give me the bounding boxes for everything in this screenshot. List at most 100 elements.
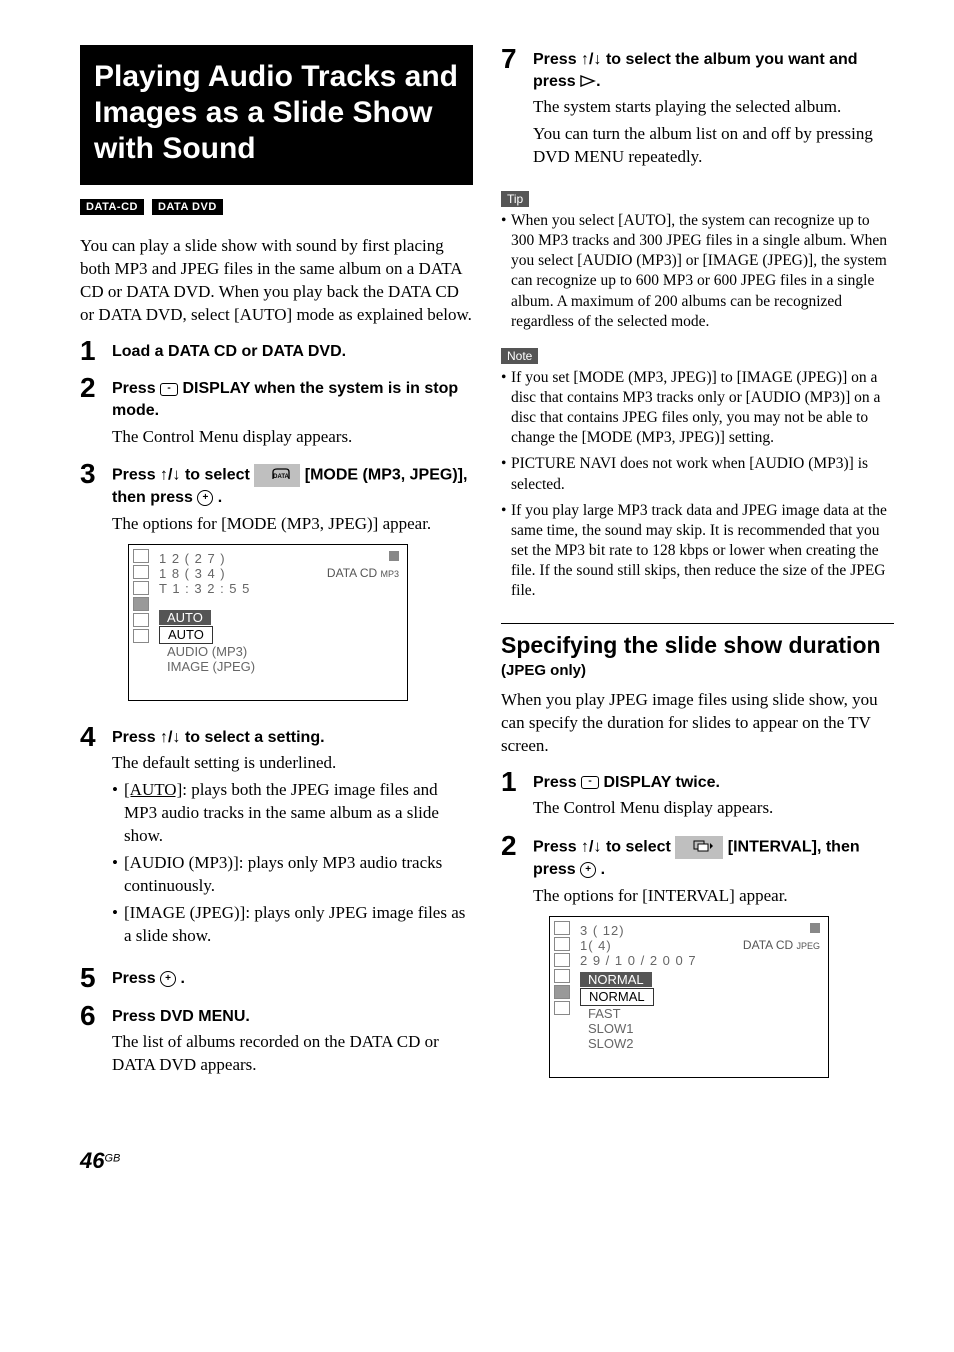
badge-data-cd: DATA-CD xyxy=(80,199,144,215)
step-7: 7 Press ↑/↓ to select the album you want… xyxy=(501,45,894,173)
step-num-6: 6 xyxy=(80,1002,112,1081)
page-num-big: 46 xyxy=(80,1148,104,1173)
note-list: If you set [MODE (MP3, JPEG)] to [IMAGE … xyxy=(501,368,894,602)
sec2-step-num-1: 1 xyxy=(501,768,533,825)
enter-icon-3: + xyxy=(580,862,596,878)
s5-b: . xyxy=(176,970,185,987)
sec2-s2-arrows: ↑/↓ xyxy=(581,839,601,856)
stop-icon-2 xyxy=(810,923,820,933)
sec2-step-1: 1 Press ⁃ DISPLAY twice. The Control Men… xyxy=(501,768,894,825)
step-1-head: Load a DATA CD or DATA DVD. xyxy=(112,341,473,363)
s5-a: Press xyxy=(112,970,160,987)
osd1-sidebar xyxy=(133,549,149,696)
sec2-s2-text: The options for [INTERVAL] appear. xyxy=(533,885,894,908)
step-3-head: Press ↑/↓ to select DATA [MODE (MP3, JPE… xyxy=(112,464,473,508)
osd1-right: DATA CD MP3 xyxy=(327,551,399,580)
osd2-o1: NORMAL xyxy=(580,988,654,1006)
step-4-bullets: [AUTO]: plays both the JPEG image files … xyxy=(112,779,473,948)
sec2-s2-head: Press ↑/↓ to select [INTERVAL], then pre… xyxy=(533,836,894,880)
enter-icon: + xyxy=(197,490,213,506)
step-5-head: Press + . xyxy=(112,968,473,990)
step-num-2: 2 xyxy=(80,374,112,452)
stop-icon xyxy=(389,551,399,561)
step-4-head: Press ↑/↓ to select a setting. xyxy=(112,727,473,749)
sec2-s2-d: . xyxy=(596,861,605,878)
step-num-3: 3 xyxy=(80,460,112,714)
sec2-s1-b: DISPLAY twice. xyxy=(599,774,720,791)
section-sub: (JPEG only) xyxy=(501,662,894,679)
s4-b3: [IMAGE (JPEG)]: plays only JPEG image fi… xyxy=(112,902,473,948)
osd-mode: DATA CD MP3 1 2 ( 2 7 ) 1 8 ( 3 4 ) T 1 … xyxy=(128,544,408,701)
osd1-sel: AUTO xyxy=(159,610,211,625)
step-1: 1 Load a DATA CD or DATA DVD. xyxy=(80,337,473,367)
s7-c: . xyxy=(596,73,600,90)
play-icon xyxy=(580,75,596,87)
page-number: 46GB xyxy=(80,1148,894,1174)
osd2-o4: SLOW2 xyxy=(580,1036,820,1051)
note-label: Note xyxy=(501,348,538,364)
step-3-text: The options for [MODE (MP3, JPEG)] appea… xyxy=(112,513,473,536)
s4-b1: [AUTO]: plays both the JPEG image files … xyxy=(112,779,473,848)
s7-a: Press xyxy=(533,51,581,68)
step-5: 5 Press + . xyxy=(80,964,473,994)
disc-badges: DATA-CD DATA DVD xyxy=(80,199,473,215)
s4-arrows: ↑/↓ xyxy=(160,729,180,746)
step-6-text: The list of albums recorded on the DATA … xyxy=(112,1031,473,1077)
tip-label: Tip xyxy=(501,191,529,207)
note-1: If you set [MODE (MP3, JPEG)] to [IMAGE … xyxy=(501,368,894,449)
sec2-s2-b: to select xyxy=(602,839,676,856)
mode-icon-box: DATA xyxy=(254,464,300,487)
page-num-suf: GB xyxy=(104,1152,120,1164)
step-num-7: 7 xyxy=(501,45,533,173)
main-title-box: Playing Audio Tracks and Images as a Sli… xyxy=(80,45,473,185)
s3-b: to select xyxy=(181,467,255,484)
osd2-sel: NORMAL xyxy=(580,972,652,987)
sec2-s1-a: Press xyxy=(533,774,581,791)
sec2-intro: When you play JPEG image files using sli… xyxy=(501,689,894,758)
osd2-disc: DATA CD xyxy=(743,938,797,952)
tip-list: When you select [AUTO], the system can r… xyxy=(501,211,894,332)
osd-interval: DATA CD JPEG 3 ( 12) 1( 4) 2 9 / 1 0 / 2… xyxy=(549,916,829,1078)
note-3: If you play large MP3 track data and JPE… xyxy=(501,501,894,602)
osd2-sidebar xyxy=(554,921,570,1073)
step-7-t2: You can turn the album list on and off b… xyxy=(533,123,894,169)
intro-text: You can play a slide show with sound by … xyxy=(80,235,473,327)
step-2-head: Press ⁃ DISPLAY when the system is in st… xyxy=(112,378,473,421)
s4-a: Press xyxy=(112,729,160,746)
step-num-1: 1 xyxy=(80,337,112,367)
osd2-right: DATA CD JPEG xyxy=(743,923,820,952)
step-num-4: 4 xyxy=(80,723,112,956)
step-4: 4 Press ↑/↓ to select a setting. The def… xyxy=(80,723,473,956)
s4-b2: [AUDIO (MP3)]: plays only MP3 audio trac… xyxy=(112,852,473,898)
osd1-o1: AUTO xyxy=(159,626,213,644)
osd2-o3: SLOW1 xyxy=(580,1021,820,1036)
step-6: 6 Press DVD MENU. The list of albums rec… xyxy=(80,1002,473,1081)
note-2: PICTURE NAVI does not work when [AUDIO (… xyxy=(501,454,894,494)
step-2-text: The Control Menu display appears. xyxy=(112,426,473,449)
s3-a: Press xyxy=(112,467,160,484)
sec2-s1-text: The Control Menu display appears. xyxy=(533,797,894,820)
osd1-disc-sub: MP3 xyxy=(380,569,399,579)
s3-arrows: ↑/↓ xyxy=(160,467,180,484)
osd1-l3: T 1 : 3 2 : 5 5 xyxy=(159,581,399,596)
osd2-l3: 2 9 / 1 0 / 2 0 0 7 xyxy=(580,953,820,968)
step-3: 3 Press ↑/↓ to select DATA [MODE (MP3, J… xyxy=(80,460,473,714)
tip-text: When you select [AUTO], the system can r… xyxy=(501,211,894,332)
step-6-head: Press DVD MENU. xyxy=(112,1006,473,1028)
osd1-o3: IMAGE (JPEG) xyxy=(159,659,399,674)
sec2-s1-head: Press ⁃ DISPLAY twice. xyxy=(533,772,894,794)
interval-icon-box xyxy=(675,836,723,859)
badge-data-dvd: DATA DVD xyxy=(152,199,223,215)
svg-text:DATA: DATA xyxy=(273,474,289,480)
section-rule xyxy=(501,623,894,624)
s2-a: Press xyxy=(112,380,160,397)
step-7-t1: The system starts playing the selected a… xyxy=(533,96,894,119)
osd2-o2: FAST xyxy=(580,1006,820,1021)
osd1-disc: DATA CD xyxy=(327,566,381,580)
section-title: Specifying the slide show duration xyxy=(501,632,894,660)
s3-d: . xyxy=(213,489,222,506)
osd1-o2: AUDIO (MP3) xyxy=(159,644,399,659)
sec2-step-num-2: 2 xyxy=(501,832,533,1091)
display-icon: ⁃ xyxy=(160,383,178,396)
sec2-step-2: 2 Press ↑/↓ to select [INTERVAL], then p… xyxy=(501,832,894,1091)
